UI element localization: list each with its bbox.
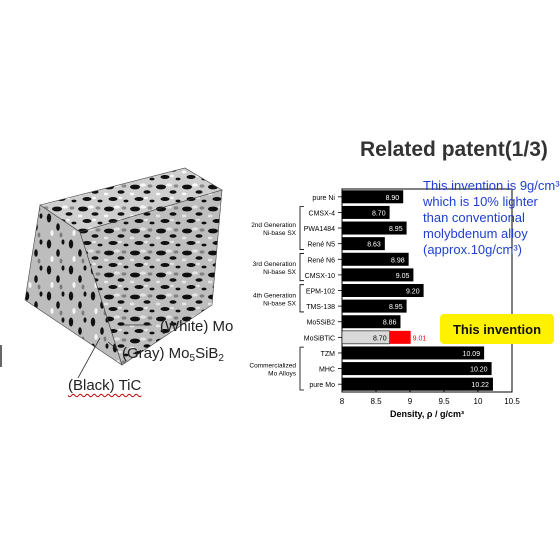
y-tick-label: TMS-138 bbox=[306, 304, 335, 311]
x-tick-label: 8.5 bbox=[370, 397, 382, 406]
bar-value-label: 8.98 bbox=[391, 257, 405, 264]
bar bbox=[342, 299, 407, 313]
bar-value-label: 8.95 bbox=[389, 304, 403, 311]
bar-value-label: 10.20 bbox=[470, 367, 488, 374]
y-tick-label: René N5 bbox=[307, 242, 335, 249]
bar bbox=[342, 205, 390, 219]
bar bbox=[342, 190, 404, 204]
bar-value-label: 8.63 bbox=[367, 242, 381, 249]
x-tick-label: 10.5 bbox=[504, 397, 520, 406]
group-bracket bbox=[299, 284, 304, 313]
x-tick-label: 10 bbox=[474, 397, 483, 406]
bar-highlight-label: 9.01 bbox=[413, 335, 427, 342]
bar bbox=[342, 315, 401, 329]
x-tick-label: 8 bbox=[340, 397, 345, 406]
edge-mark bbox=[0, 345, 2, 367]
y-tick-label: EPM-102 bbox=[306, 289, 335, 296]
group-bracket bbox=[299, 253, 304, 282]
bar-value-label: 10.09 bbox=[463, 351, 481, 358]
y-tick-label: CMSX-4 bbox=[309, 210, 336, 217]
bar-value-label: 10.22 bbox=[471, 382, 489, 389]
bar-value-label: 8.90 bbox=[386, 195, 400, 202]
cube-drawing bbox=[24, 167, 223, 379]
bar bbox=[342, 284, 424, 297]
bar-value-label: 8.95 bbox=[389, 226, 403, 233]
microstructure-cube-image bbox=[0, 160, 300, 410]
y-tick-label: pure Mo bbox=[309, 382, 335, 389]
x-axis-label: Density, ρ / g/cm³ bbox=[390, 409, 464, 419]
group-bracket bbox=[299, 346, 304, 391]
label-black-tic: (Black) TiC bbox=[68, 377, 142, 394]
group-label: 2nd Generation bbox=[251, 222, 296, 229]
y-tick-label: pure Ni bbox=[312, 195, 335, 202]
y-tick-label: PWA1484 bbox=[304, 226, 335, 233]
y-tick-label: Mo5SiB2 bbox=[307, 320, 336, 327]
bar-highlight bbox=[389, 330, 411, 344]
x-tick-label: 9.5 bbox=[438, 397, 450, 406]
bar-value-label: 8.70 bbox=[373, 335, 387, 342]
y-tick-label: CMSX-10 bbox=[305, 273, 335, 280]
slide-title: Related patent(1/3) bbox=[360, 138, 548, 161]
label-white-mo: (White) Mo bbox=[160, 318, 234, 335]
y-tick-label: TZM bbox=[321, 351, 336, 358]
bar bbox=[342, 377, 493, 391]
bar bbox=[342, 362, 492, 376]
group-label: 3rd Generation bbox=[253, 261, 297, 268]
y-tick-label: MHC bbox=[319, 367, 335, 374]
y-tick-label: René N6 bbox=[307, 257, 335, 264]
bar bbox=[342, 221, 407, 235]
bar-value-label: 8.70 bbox=[372, 210, 386, 217]
bar bbox=[342, 346, 485, 360]
bar bbox=[342, 252, 409, 266]
label-gray-mo5sib2: (Gray) Mo5SiB2 bbox=[122, 345, 224, 364]
group-label: 4th Generation bbox=[253, 292, 296, 299]
y-tick-label: MoSiBTiC bbox=[304, 335, 335, 342]
bar-value-label: 9.20 bbox=[406, 289, 420, 296]
bar bbox=[342, 268, 414, 282]
group-label: Ni-base SX bbox=[263, 269, 297, 276]
group-label: Ni-base SX bbox=[263, 300, 297, 307]
bar bbox=[342, 237, 385, 251]
x-tick-label: 9 bbox=[408, 397, 413, 406]
bar-value-label: 8.86 bbox=[383, 320, 397, 327]
group-label: Mo Alloys bbox=[268, 371, 297, 378]
density-callout: This invention is 9g/cm³ which is 10% li… bbox=[423, 178, 560, 257]
this-invention-badge: This invention bbox=[440, 314, 554, 344]
group-label: Commercialized bbox=[249, 363, 296, 370]
group-bracket bbox=[299, 206, 304, 250]
group-label: Ni-base SX bbox=[263, 230, 297, 237]
bar-value-label: 9.05 bbox=[396, 273, 410, 280]
